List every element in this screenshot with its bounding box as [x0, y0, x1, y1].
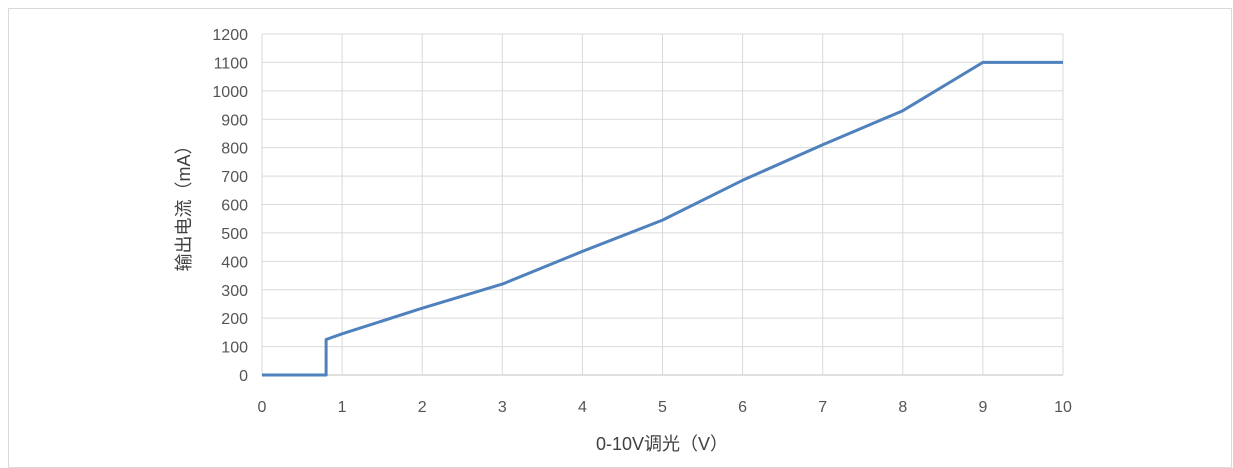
y-tick-labels: 0 100 200 300 400 500 600 700 800 900 1000 1100 1200 [212, 27, 248, 385]
y-tick-label: 1100 [214, 55, 249, 72]
x-axis-title: 0-10V调光（V） [596, 434, 728, 454]
x-tick-label: 4 [578, 399, 587, 416]
y-tick-label: 400 [221, 254, 248, 271]
x-tick-label: 1 [338, 399, 347, 416]
line-chart: 0100200300400500600700800900100011001200… [0, 0, 1233, 457]
x-tick-label: 6 [738, 399, 747, 416]
x-tick-label: 5 [658, 399, 667, 416]
y-tick-label: 200 [221, 311, 248, 328]
x-tick-label: 8 [898, 399, 907, 416]
y-tick-label: 900 [221, 112, 248, 129]
y-tick-label: 0 [239, 368, 248, 385]
y-tick-label: 100 [221, 340, 248, 357]
y-tick-label: 800 [221, 141, 248, 158]
x-tick-label: 0 [258, 399, 267, 416]
y-tick-label: 700 [221, 169, 248, 186]
y-tick-label: 300 [221, 283, 248, 300]
x-tick-label: 7 [818, 399, 827, 416]
y-tick-label: 600 [221, 198, 248, 215]
y-tick-label: 1200 [212, 27, 248, 44]
x-tick-label: 3 [498, 399, 507, 416]
x-tick-label: 2 [418, 399, 427, 416]
x-tick-label: 10 [1054, 399, 1072, 416]
y-tick-label: 1000 [212, 84, 248, 101]
y-tick-label: 500 [221, 226, 248, 243]
y-axis-title: 输出电流（mA） [174, 137, 194, 272]
x-tick-label: 9 [978, 399, 987, 416]
x-tick-labels: 0 1 2 3 4 5 6 7 8 9 10 [258, 399, 1072, 416]
